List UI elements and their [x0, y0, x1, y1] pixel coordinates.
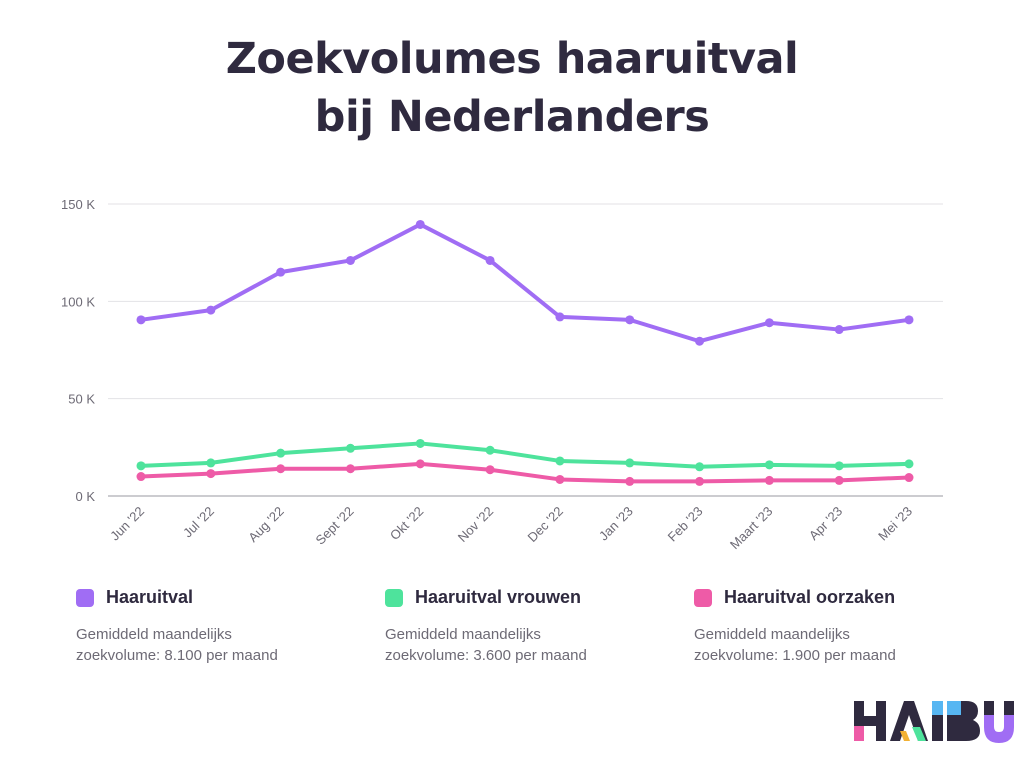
data-point [485, 255, 495, 265]
data-point [555, 474, 565, 484]
legend-desc-line1: Gemiddeld maandelijks [76, 626, 232, 643]
data-point [206, 469, 216, 479]
data-point [904, 315, 914, 325]
data-point [764, 460, 774, 470]
legend-swatch [385, 588, 403, 607]
data-point [415, 459, 425, 469]
line-chart: 0 K 50 K 100 K 150 K Jun '22 Jul '22 Aug '22 S… [61, 197, 943, 553]
data-point [695, 336, 705, 346]
legend-description: Gemiddeld maandelijks zoekvolume: 1.900 … [694, 624, 994, 666]
legend-item-haaruitval: Haaruitval Gemiddeld maandelijks zoekvol… [76, 587, 376, 666]
x-axis: Jun '22 Jul '22 Aug '22 Sept '22 Okt '22 Nov … [107, 504, 915, 553]
data-point [345, 255, 355, 265]
data-point [625, 458, 635, 468]
x-tick-label: Apr '23 [806, 504, 845, 543]
legend-label: Haaruitval vrouwen [415, 587, 582, 607]
data-point [625, 476, 635, 486]
legend-desc-line1: Gemiddeld maandelijks [385, 626, 541, 643]
x-tick-label: Maart '23 [727, 504, 776, 553]
x-tick-label: Dec '22 [525, 504, 566, 545]
chart-title-line2: bij Nederlanders [314, 92, 710, 142]
legend-label: Haaruitval oorzaken [724, 587, 896, 607]
legend-item-haaruitval-oorzaken: Haaruitval oorzaken Gemiddeld maandelijk… [694, 587, 994, 666]
legend-desc-line2: zoekvolume: 8.100 per maand [76, 647, 278, 664]
legend-desc-line2: zoekvolume: 3.600 per maand [385, 647, 587, 664]
x-tick-label: Aug '22 [245, 504, 286, 545]
x-tick-label: Okt '22 [387, 504, 426, 543]
series-haaruitval-oorzaken [136, 459, 914, 486]
y-tick-label: 0 K [75, 489, 95, 504]
legend-description: Gemiddeld maandelijks zoekvolume: 8.100 … [76, 624, 376, 666]
data-point [136, 461, 146, 471]
data-point [136, 472, 146, 482]
data-point [834, 325, 844, 335]
data-point [834, 461, 844, 471]
legend-item-haaruitval-vrouwen: Haaruitval vrouwen Gemiddeld maandelijks… [385, 587, 685, 666]
x-tick-label: Jan '23 [596, 504, 636, 544]
series-line [139, 222, 911, 344]
chart-title-line1: Zoekvolumes haaruitval [225, 34, 799, 84]
data-point [206, 305, 216, 315]
data-point [834, 475, 844, 485]
data-point [695, 476, 705, 486]
x-tick-label: Mei '23 [875, 504, 915, 544]
y-axis: 0 K 50 K 100 K 150 K [61, 197, 95, 504]
data-point [625, 315, 635, 325]
legend-desc-line1: Gemiddeld maandelijks [694, 626, 850, 643]
series-haaruitval-vrouwen [136, 438, 914, 472]
data-point [136, 315, 146, 325]
y-tick-label: 100 K [61, 294, 95, 309]
data-point [415, 219, 425, 229]
series-line [139, 461, 911, 484]
series-line [139, 441, 911, 469]
data-point [764, 475, 774, 485]
data-point [485, 465, 495, 475]
data-point [276, 267, 286, 277]
chart-title: Zoekvolumes haaruitval bij Nederlanders [0, 30, 1024, 146]
legend-desc-line2: zoekvolume: 1.900 per maand [694, 647, 896, 664]
data-point [904, 459, 914, 469]
data-point [276, 448, 286, 458]
data-point [695, 462, 705, 472]
series-haaruitval [136, 219, 914, 346]
x-tick-label: Nov '22 [455, 504, 496, 545]
haibu-logo [854, 701, 1014, 743]
data-point [555, 456, 565, 466]
data-point [555, 312, 565, 322]
data-point [485, 445, 495, 455]
y-tick-label: 150 K [61, 197, 95, 212]
data-point [415, 438, 425, 448]
legend-label: Haaruitval [106, 587, 194, 607]
x-tick-label: Sept '22 [313, 504, 357, 548]
data-point [276, 464, 286, 474]
legend-swatch [694, 588, 712, 607]
y-tick-label: 50 K [68, 392, 95, 407]
chart-series [136, 219, 914, 486]
data-point [345, 464, 355, 474]
data-point [206, 458, 216, 468]
data-point [764, 318, 774, 328]
legend-description: Gemiddeld maandelijks zoekvolume: 3.600 … [385, 624, 685, 666]
x-tick-label: Jun '22 [107, 504, 147, 544]
chart-grid [108, 203, 943, 497]
x-tick-label: Feb '23 [665, 504, 706, 545]
legend-swatch [76, 588, 94, 607]
data-point [345, 443, 355, 453]
x-tick-label: Jul '22 [180, 504, 217, 541]
data-point [904, 473, 914, 483]
